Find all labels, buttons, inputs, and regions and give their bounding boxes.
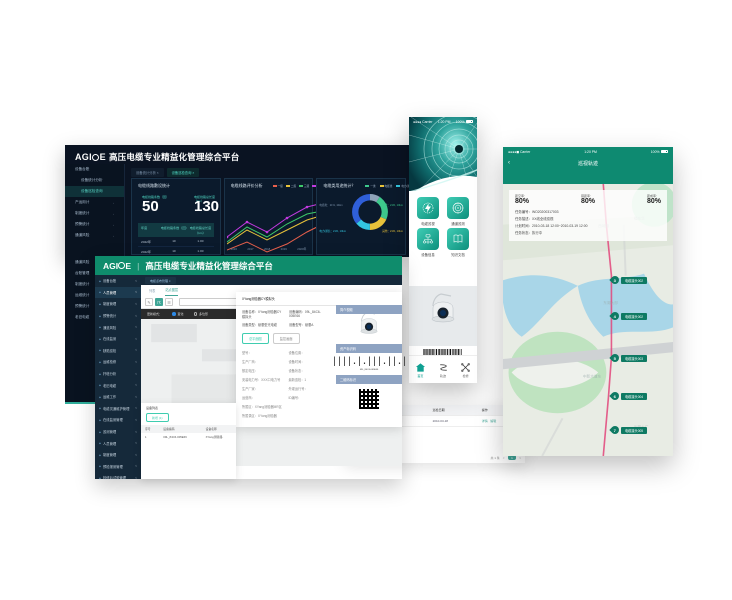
svg-text:东湖大邸: 东湖大邸: [603, 300, 618, 305]
svg-text:中新大道东: 中新大道东: [583, 374, 602, 379]
